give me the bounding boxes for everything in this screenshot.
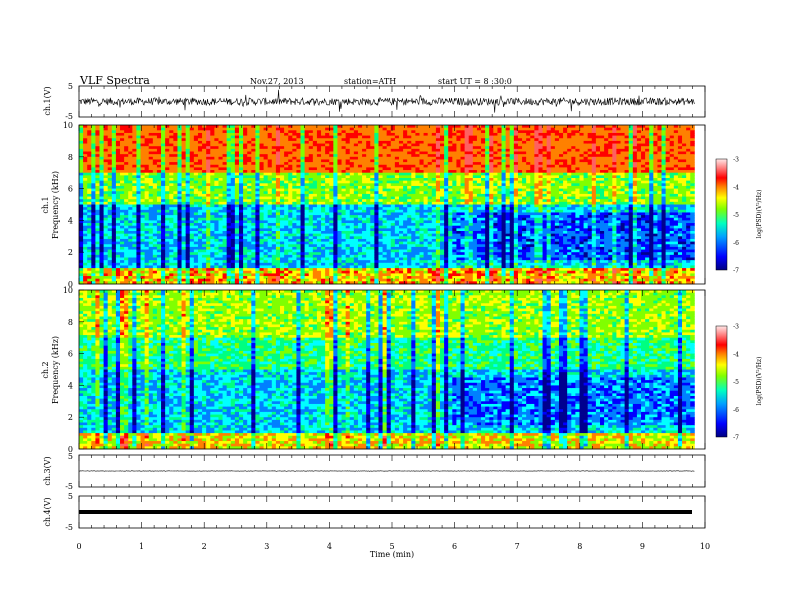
xtick-label: 5 [389, 542, 394, 551]
xtick-label: 6 [452, 542, 457, 551]
ytick-label: 8 [68, 153, 73, 162]
time-axis-ticklabels: 0 1 2 3 4 5 6 7 8 9 10 [76, 542, 710, 551]
ch1-ytick-bottom: -5 [65, 112, 73, 121]
colorbar-tick-label: -4 [733, 184, 739, 191]
colorbar-tick-label: -7 [733, 435, 739, 442]
xtick-label: 3 [264, 542, 269, 551]
time-axis-label: Time (min) [370, 550, 414, 559]
ch1-waveform-trace [78, 89, 695, 113]
station-label: station=ATH [344, 77, 396, 86]
ch4-volt-ylabel: ch.4(V) [43, 497, 52, 526]
xtick-label: 2 [202, 542, 207, 551]
ch2-colorbar-ticks: -3 -4 -5 -6 -7 [733, 324, 739, 442]
ch1-freq-ylabel: Frequency (kHz) [51, 171, 60, 239]
ch4-waveform-panel: ch.4(V) 5 -5 [43, 492, 706, 532]
ch3-waveform-panel: ch.3(V) 5 -5 [43, 452, 706, 491]
date-label: Nov.27, 2013 [250, 77, 304, 86]
ch2-colorbar-label: log(PSD)(V²/Hz) [756, 357, 763, 406]
xtick-label: 0 [76, 542, 81, 551]
ch1-waveform-panel: ch.1(V) 5 -5 [43, 82, 706, 121]
ch2-spectrogram-yticks: 0 2 4 6 8 10 [63, 286, 84, 454]
ytick-label: 2 [68, 413, 73, 422]
ch4-ytick-top: 5 [68, 492, 73, 501]
colorbar-tick-label: -7 [733, 268, 739, 275]
xtick-label: 8 [577, 542, 582, 551]
ytick-label: 2 [68, 248, 73, 257]
colorbar-tick-label: -3 [733, 157, 739, 164]
xtick-label: 1 [139, 542, 144, 551]
ytick-label: 6 [68, 185, 73, 194]
ch1-xticks [78, 86, 706, 117]
colorbar-tick-label: -5 [733, 379, 739, 386]
ytick-label: 6 [68, 350, 73, 359]
ch1-spectrogram-image [79, 125, 695, 285]
ytick-label: 0 [68, 445, 73, 454]
ch1-spectrogram-panel: ch.1 Frequency (kHz) 0 2 4 6 8 10 [41, 121, 706, 289]
ch2-colorbar: -3 -4 -5 -6 -7 log(PSD)(V²/Hz) [715, 324, 763, 442]
ch1-colorbar-label: log(PSD)(V²/Hz) [756, 190, 763, 239]
ch2-spectrogram-image [79, 290, 695, 450]
ch1-panel-label: ch.1 [41, 196, 50, 213]
xtick-label: 9 [640, 542, 645, 551]
ch3-xticks [78, 455, 706, 487]
ytick-label: 10 [63, 286, 73, 295]
colorbar-tick-label: -3 [733, 324, 739, 331]
ch4-xticks [78, 496, 706, 528]
ch3-ytick-top: 5 [68, 452, 73, 461]
start-ut-label: start UT = 8 :30:0 [438, 77, 512, 86]
xtick-label: 7 [515, 542, 520, 551]
ch3-volt-ylabel: ch.3(V) [43, 456, 52, 485]
figure-title: VLF Spectra [79, 74, 150, 87]
ch1-spectrogram-xticks [78, 125, 706, 284]
ch4-ytick-bottom: -5 [65, 523, 73, 532]
ytick-label: 8 [68, 318, 73, 327]
xtick-label: 4 [327, 542, 332, 551]
ch2-spectrogram-xticks [78, 290, 706, 449]
ch2-spectrogram-panel: ch.2 Frequency (kHz) 0 2 4 6 8 10 [41, 286, 706, 454]
ytick-label: 4 [68, 216, 73, 225]
ch1-colorbar: -3 -4 -5 -6 -7 log(PSD)(V²/Hz) [715, 157, 763, 275]
ch2-freq-ylabel: Frequency (kHz) [51, 336, 60, 404]
ch3-ytick-bottom: -5 [65, 482, 73, 491]
ch2-panel-label: ch.2 [41, 361, 50, 378]
ytick-label: 0 [68, 280, 73, 289]
colorbar-tick-label: -4 [733, 351, 739, 358]
ch3-waveform-trace [78, 470, 695, 472]
ch1-spectrogram-yticks: 0 2 4 6 8 10 [63, 121, 84, 289]
colorbar-tick-label: -6 [733, 407, 739, 414]
ch1-ytick-top: 5 [68, 82, 73, 91]
colorbar-tick-label: -6 [733, 240, 739, 247]
xtick-label: 10 [700, 542, 710, 551]
ch1-volt-ylabel: ch.1(V) [43, 86, 52, 115]
ch4-waveform-trace [79, 510, 692, 514]
ch1-colorbar-ticks: -3 -4 -5 -6 -7 [733, 157, 739, 275]
ytick-label: 10 [63, 121, 73, 130]
ytick-label: 4 [68, 381, 73, 390]
colorbar-tick-label: -5 [733, 212, 739, 219]
